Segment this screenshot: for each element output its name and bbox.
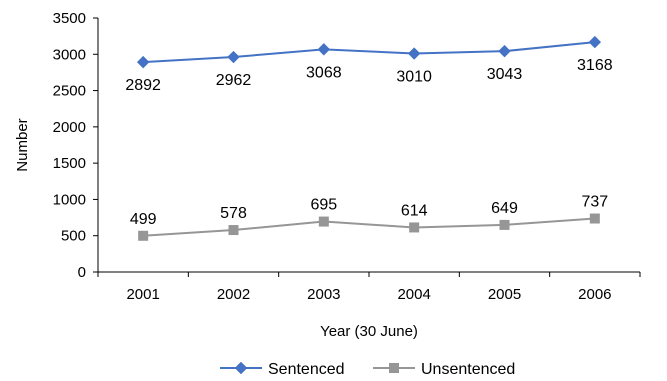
- y-tick-label: 1500: [53, 155, 86, 172]
- square-legend-marker: [389, 363, 399, 373]
- x-tick-label: 2006: [578, 286, 611, 303]
- legend-label: Sentenced: [268, 361, 345, 378]
- square-marker: [499, 219, 510, 230]
- diamond-marker: [227, 50, 240, 64]
- diamond-marker: [407, 47, 421, 60]
- diamond-marker: [317, 43, 331, 56]
- square-marker: [409, 222, 420, 233]
- square-marker: [589, 213, 600, 224]
- x-tick-label: 2005: [488, 286, 521, 303]
- data-label: 3168: [577, 57, 613, 74]
- data-label: 3068: [306, 64, 342, 81]
- y-axis-ticks: 0 500 1000 1500 2000 2500 3000 3500: [53, 10, 98, 281]
- x-tick-label: 2001: [126, 286, 159, 303]
- square-marker: [318, 216, 329, 227]
- y-tick-label: 2500: [53, 83, 86, 100]
- y-tick-label: 1000: [53, 191, 86, 208]
- square-marker: [138, 230, 149, 241]
- data-label: 649: [491, 200, 518, 217]
- data-label: 2962: [216, 72, 252, 89]
- legend-label: Unsentenced: [421, 361, 515, 378]
- diamond-marker: [588, 35, 602, 49]
- legend-item-sentenced: Sentenced: [220, 361, 345, 378]
- diamond-marker: [136, 55, 150, 69]
- square-marker: [228, 225, 239, 236]
- diamond-legend-marker: [234, 361, 248, 375]
- legend: Sentenced Unsentenced: [220, 361, 515, 378]
- data-label: 2892: [125, 77, 161, 94]
- data-label: 578: [220, 205, 247, 222]
- legend-item-unsentenced: Unsentenced: [373, 361, 515, 378]
- data-label: 695: [310, 197, 337, 214]
- y-tick-label: 0: [78, 264, 86, 281]
- y-tick-label: 500: [61, 228, 86, 245]
- series-layer: 2892 2962 3068 3010 3043 3168 499 578 695 614 649 7…: [125, 35, 613, 241]
- x-tick-label: 2004: [397, 286, 430, 303]
- y-axis-title: Number: [14, 118, 31, 171]
- series-sentenced: 2892 2962 3068 3010 3043 3168: [125, 35, 613, 94]
- diamond-marker: [498, 44, 511, 58]
- data-label: 614: [401, 202, 428, 219]
- data-label: 3010: [396, 69, 432, 86]
- x-axis-ticks: 2001 2002 2003 2004 2005 2006: [97, 272, 641, 303]
- y-tick-label: 3000: [53, 46, 86, 63]
- series-line: [143, 217, 595, 237]
- x-tick-label: 2003: [307, 286, 340, 303]
- data-label: 499: [130, 211, 157, 228]
- series-unsentenced: 499 578 695 614 649 737: [130, 194, 608, 241]
- y-tick-label: 3500: [53, 10, 86, 27]
- x-tick-label: 2002: [217, 286, 250, 303]
- y-tick-label: 2000: [53, 119, 86, 136]
- series-line: [143, 41, 595, 64]
- data-label: 3043: [487, 66, 523, 83]
- data-label: 737: [581, 194, 608, 211]
- x-axis-title: Year (30 June): [320, 323, 418, 340]
